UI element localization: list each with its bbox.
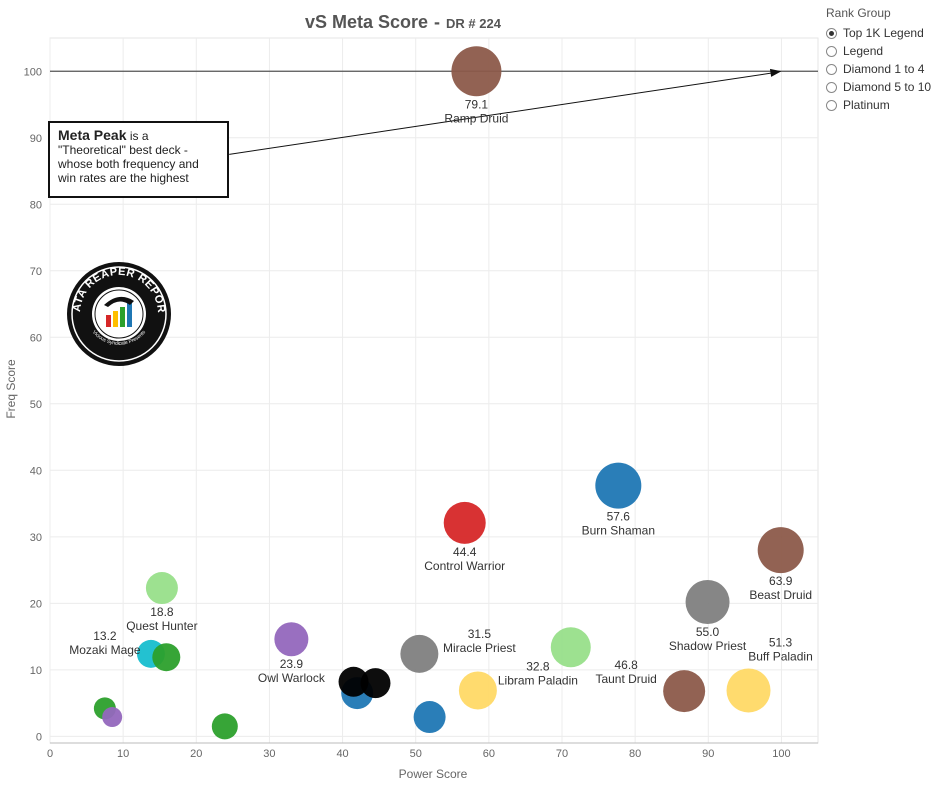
rank-option-diamond-1-to-4[interactable]: Diamond 1 to 4 — [826, 60, 942, 78]
x-tick-label: 0 — [47, 748, 53, 760]
legend-items: Top 1K Legend Legend Diamond 1 to 4 Diamond… — [826, 24, 942, 114]
rank-option-label: Platinum — [843, 98, 890, 112]
y-tick-label: 80 — [30, 199, 42, 211]
point-score-label: 57.6 — [607, 510, 631, 524]
data-point — [152, 643, 181, 672]
x-tick-label: 10 — [117, 748, 129, 760]
annotation-text: is a "Theoretical" best deck - whose bot… — [58, 129, 199, 185]
point-deck-label: Mozaki Mage — [69, 643, 141, 657]
point-deck-label: Quest Hunter — [126, 619, 197, 633]
y-axis-label: Freq Score — [4, 359, 18, 419]
radio-icon[interactable] — [826, 63, 837, 75]
meta-peak-annotation: Meta Peak is a "Theoretical" best deck -… — [48, 121, 229, 198]
y-tick-label: 20 — [30, 598, 42, 610]
y-tick-label: 0 — [36, 731, 42, 743]
data-point — [663, 670, 706, 713]
point-score-label: 32.8 — [526, 659, 550, 673]
annotation-heading: Meta Peak — [58, 127, 127, 143]
data-reaper-report-logo: DATA REAPER REPORT Vicious Syndicate Pre… — [62, 252, 172, 367]
title-separator: - — [434, 12, 440, 32]
annotation-arrowhead-icon — [769, 68, 782, 77]
x-tick-label: 60 — [483, 748, 495, 760]
point-score-label: 23.9 — [280, 657, 304, 671]
x-tick-label: 20 — [190, 748, 202, 760]
point-score-label: 44.4 — [453, 545, 477, 559]
data-point — [102, 707, 123, 728]
plot-area: 0 10 20 30 40 50 60 70 80 90 100 0 10 20 30 40 50 60 70 80 9… — [24, 37, 819, 760]
x-tick-label: 100 — [772, 748, 790, 760]
rank-option-platinum[interactable]: Platinum — [826, 96, 942, 114]
point-deck-label: Buff Paladin — [748, 649, 813, 663]
rank-option-top-1k-legend[interactable]: Top 1K Legend — [826, 24, 942, 42]
y-tick-label: 50 — [30, 399, 42, 411]
data-point — [400, 634, 439, 673]
y-tick-label: 10 — [30, 665, 42, 677]
point-deck-label: Owl Warlock — [258, 671, 326, 685]
data-point — [274, 622, 309, 657]
chart-subtitle: DR # 224 — [446, 16, 502, 31]
data-point — [458, 671, 497, 710]
x-axis-label: Power Score — [399, 767, 468, 781]
y-tick-label: 90 — [30, 133, 42, 145]
point-score-label: 79.1 — [465, 97, 489, 111]
rank-group-legend: Rank Group Top 1K Legend Legend Diamond 1 … — [826, 6, 942, 114]
rank-option-label: Top 1K Legend — [843, 26, 924, 40]
rank-option-label: Legend — [843, 44, 884, 58]
x-tick-label: 30 — [263, 748, 275, 760]
legend-title: Rank Group — [826, 6, 891, 20]
data-point — [338, 666, 369, 697]
radio-icon[interactable] — [826, 81, 837, 93]
data-point — [145, 572, 178, 605]
chart-title: vS Meta Score — [305, 12, 428, 32]
y-tick-label: 30 — [30, 532, 42, 544]
point-score-label: 55.0 — [696, 625, 720, 639]
data-point — [211, 713, 238, 740]
data-point — [757, 527, 804, 574]
point-deck-label: Burn Shaman — [582, 524, 655, 538]
rank-option-diamond-5-to-10[interactable]: Diamond 5 to 10 — [826, 78, 942, 96]
radio-icon[interactable] — [826, 99, 837, 111]
x-tick-label: 80 — [629, 748, 641, 760]
data-point — [451, 46, 502, 97]
x-tick-label: 40 — [336, 748, 348, 760]
annotation-arrow-line — [229, 72, 774, 155]
y-tick-label: 40 — [30, 465, 42, 477]
point-score-label: 31.5 — [468, 627, 492, 641]
point-score-label: 18.8 — [150, 605, 174, 619]
point-deck-label: Ramp Druid — [444, 111, 508, 125]
rank-option-label: Diamond 5 to 10 — [843, 80, 932, 94]
data-point — [360, 668, 391, 699]
x-tick-label: 90 — [702, 748, 714, 760]
point-deck-label: Control Warrior — [424, 559, 505, 573]
point-deck-label: Miracle Priest — [443, 641, 516, 655]
data-point — [443, 501, 486, 544]
radio-icon[interactable] — [826, 27, 837, 39]
point-score-label: 63.9 — [769, 574, 793, 588]
rank-option-legend[interactable]: Legend — [826, 42, 942, 60]
logo-badge-icon: DATA REAPER REPORT Vicious Syndicate Pre… — [62, 252, 171, 366]
data-point — [726, 668, 771, 713]
point-score-label: 51.3 — [769, 635, 793, 649]
data-point — [413, 701, 446, 734]
data-point — [595, 462, 642, 509]
x-tick-label: 50 — [410, 748, 422, 760]
y-tick-label: 70 — [30, 266, 42, 278]
point-deck-label: Taunt Druid — [595, 672, 656, 686]
y-tick-label: 100 — [24, 66, 42, 78]
data-point — [550, 627, 591, 668]
x-tick-label: 70 — [556, 748, 568, 760]
rank-option-label: Diamond 1 to 4 — [843, 62, 925, 76]
point-deck-label: Beast Druid — [749, 588, 812, 602]
point-score-label: 13.2 — [93, 629, 117, 643]
data-point — [685, 580, 730, 624]
y-tick-label: 60 — [30, 332, 42, 344]
point-deck-label: Libram Paladin — [498, 673, 578, 687]
point-deck-label: Shadow Priest — [669, 639, 747, 653]
radio-icon[interactable] — [826, 45, 837, 57]
point-score-label: 46.8 — [614, 658, 638, 672]
